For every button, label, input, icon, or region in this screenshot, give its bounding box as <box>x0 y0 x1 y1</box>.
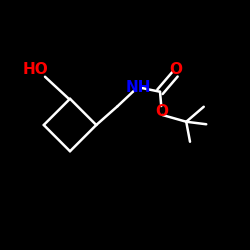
Text: NH: NH <box>126 80 151 95</box>
Text: HO: HO <box>22 62 48 78</box>
Text: O: O <box>170 62 183 77</box>
Text: O: O <box>155 104 168 119</box>
